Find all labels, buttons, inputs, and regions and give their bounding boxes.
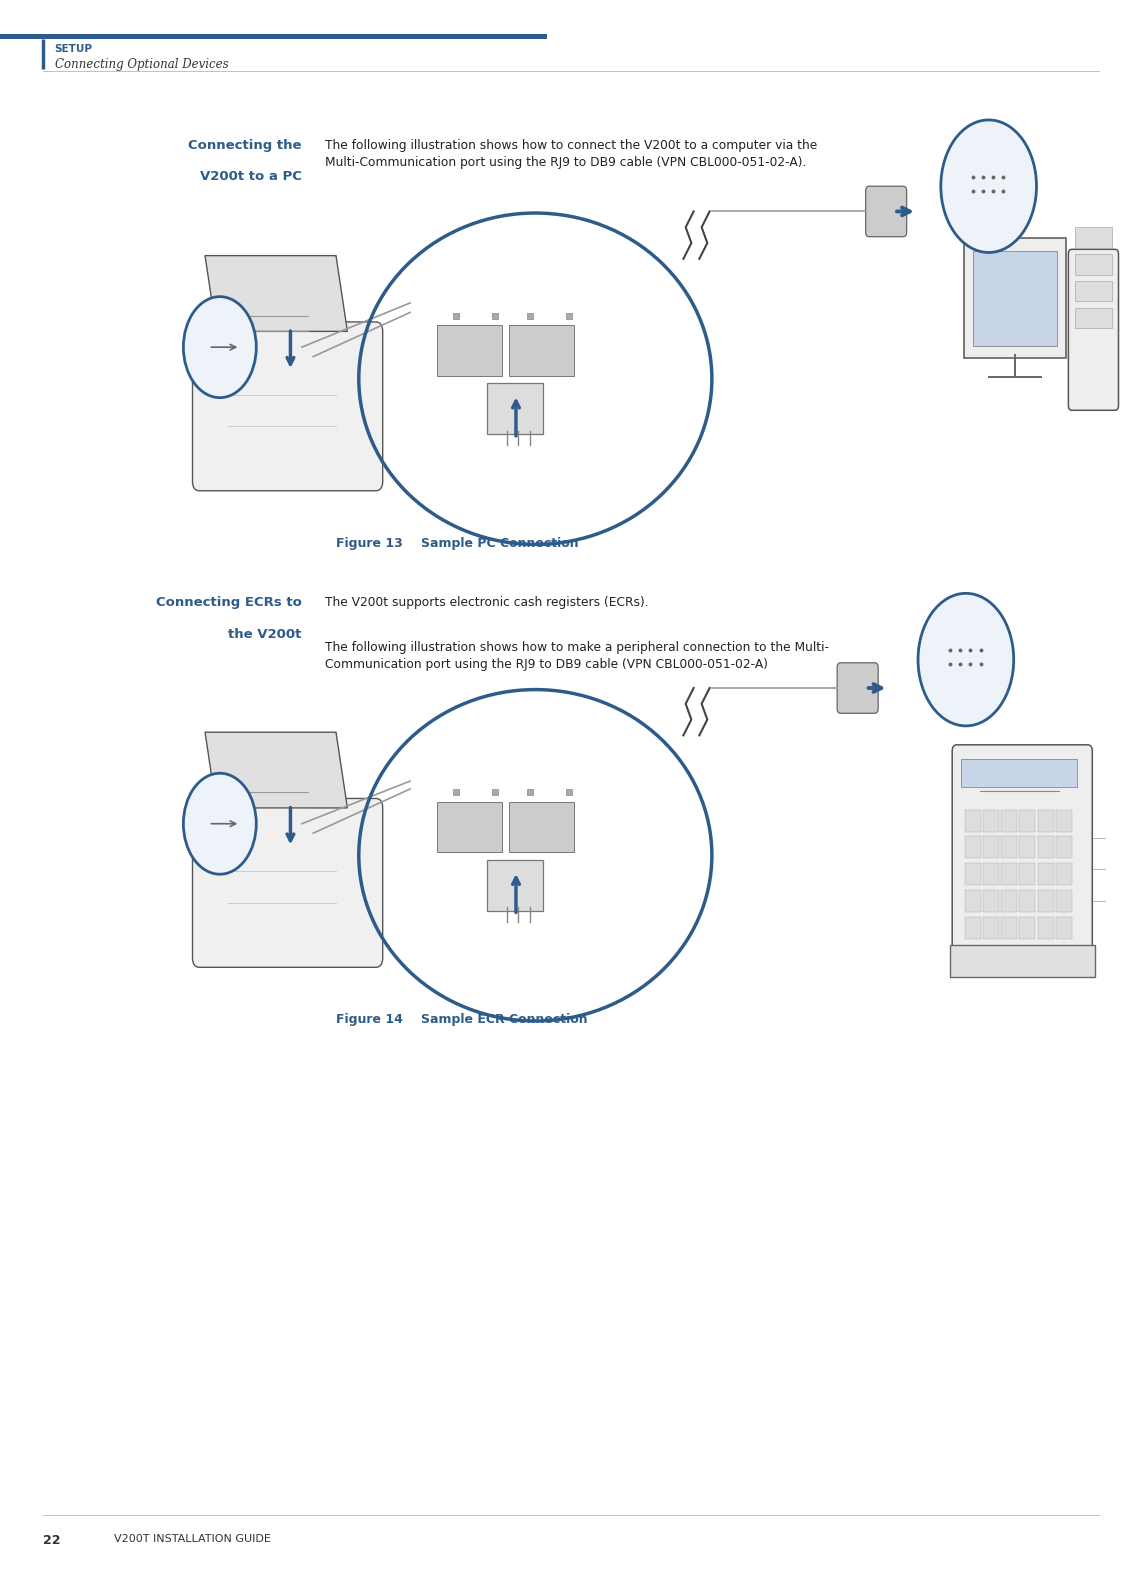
- Circle shape: [941, 120, 1036, 252]
- FancyBboxPatch shape: [437, 325, 502, 376]
- FancyBboxPatch shape: [983, 917, 999, 939]
- FancyBboxPatch shape: [1019, 836, 1035, 858]
- FancyBboxPatch shape: [1001, 810, 1017, 832]
- FancyBboxPatch shape: [965, 863, 981, 885]
- Circle shape: [918, 593, 1014, 726]
- FancyBboxPatch shape: [509, 802, 574, 852]
- FancyBboxPatch shape: [1068, 249, 1118, 410]
- FancyBboxPatch shape: [1075, 308, 1112, 328]
- FancyBboxPatch shape: [437, 802, 502, 852]
- Circle shape: [183, 773, 256, 874]
- Text: Sample ECR Connection: Sample ECR Connection: [421, 1013, 588, 1026]
- FancyBboxPatch shape: [866, 186, 907, 237]
- Text: The following illustration shows how to make a peripheral connection to the Mult: The following illustration shows how to …: [325, 641, 828, 671]
- FancyBboxPatch shape: [1019, 863, 1035, 885]
- FancyBboxPatch shape: [983, 836, 999, 858]
- FancyBboxPatch shape: [509, 325, 574, 376]
- Text: the V200t: the V200t: [229, 628, 302, 641]
- FancyBboxPatch shape: [952, 745, 1092, 955]
- FancyBboxPatch shape: [1075, 254, 1112, 275]
- FancyBboxPatch shape: [1001, 863, 1017, 885]
- FancyBboxPatch shape: [1019, 810, 1035, 832]
- FancyBboxPatch shape: [1038, 836, 1054, 858]
- FancyBboxPatch shape: [192, 322, 383, 491]
- FancyBboxPatch shape: [983, 863, 999, 885]
- FancyBboxPatch shape: [950, 945, 1095, 977]
- FancyBboxPatch shape: [964, 238, 1066, 358]
- FancyBboxPatch shape: [1056, 890, 1072, 912]
- FancyBboxPatch shape: [1019, 890, 1035, 912]
- Text: 22: 22: [43, 1534, 60, 1546]
- FancyBboxPatch shape: [0, 33, 547, 39]
- FancyBboxPatch shape: [983, 890, 999, 912]
- FancyBboxPatch shape: [961, 759, 1077, 787]
- FancyBboxPatch shape: [1056, 863, 1072, 885]
- FancyBboxPatch shape: [983, 810, 999, 832]
- Text: Figure 14: Figure 14: [336, 1013, 403, 1026]
- Text: Figure 13: Figure 13: [336, 537, 403, 549]
- FancyBboxPatch shape: [1056, 810, 1072, 832]
- Circle shape: [183, 297, 256, 398]
- FancyBboxPatch shape: [837, 663, 878, 713]
- Text: V200t to a PC: V200t to a PC: [200, 170, 302, 183]
- FancyBboxPatch shape: [973, 251, 1057, 346]
- FancyBboxPatch shape: [1075, 227, 1112, 248]
- FancyBboxPatch shape: [1001, 836, 1017, 858]
- Text: The V200t supports electronic cash registers (ECRs).: The V200t supports electronic cash regis…: [325, 596, 648, 609]
- FancyBboxPatch shape: [1019, 917, 1035, 939]
- Text: Connecting the: Connecting the: [188, 139, 302, 151]
- Text: SETUP: SETUP: [55, 44, 92, 54]
- FancyBboxPatch shape: [965, 890, 981, 912]
- Text: Connecting Optional Devices: Connecting Optional Devices: [55, 58, 228, 71]
- FancyBboxPatch shape: [1001, 917, 1017, 939]
- FancyBboxPatch shape: [1038, 917, 1054, 939]
- FancyBboxPatch shape: [1038, 890, 1054, 912]
- Text: Sample PC Connection: Sample PC Connection: [421, 537, 579, 549]
- FancyBboxPatch shape: [1056, 917, 1072, 939]
- FancyBboxPatch shape: [192, 798, 383, 967]
- FancyBboxPatch shape: [1038, 863, 1054, 885]
- FancyBboxPatch shape: [487, 383, 543, 434]
- Text: V200T INSTALLATION GUIDE: V200T INSTALLATION GUIDE: [114, 1534, 271, 1543]
- FancyBboxPatch shape: [1075, 281, 1112, 301]
- FancyBboxPatch shape: [1001, 890, 1017, 912]
- FancyBboxPatch shape: [965, 917, 981, 939]
- FancyBboxPatch shape: [965, 810, 981, 832]
- Polygon shape: [205, 256, 347, 331]
- FancyBboxPatch shape: [965, 836, 981, 858]
- Text: The following illustration shows how to connect the V200t to a computer via the
: The following illustration shows how to …: [325, 139, 817, 169]
- Text: Connecting ECRs to: Connecting ECRs to: [156, 596, 302, 609]
- FancyBboxPatch shape: [1038, 810, 1054, 832]
- Polygon shape: [205, 732, 347, 808]
- FancyBboxPatch shape: [487, 860, 543, 911]
- FancyBboxPatch shape: [1056, 836, 1072, 858]
